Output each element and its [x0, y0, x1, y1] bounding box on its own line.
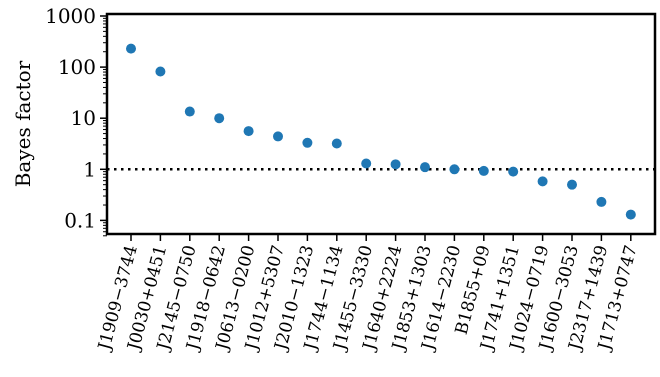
- y-tick-label: 1000: [45, 4, 96, 28]
- y-tick-label: 1: [83, 157, 96, 181]
- data-point: [390, 159, 401, 170]
- data-point: [331, 138, 342, 149]
- data-point: [361, 158, 372, 169]
- plot-frame: [105, 12, 657, 236]
- data-point: [420, 162, 430, 173]
- y-axis-title: Bayes factor: [11, 60, 35, 187]
- data-point: [625, 209, 636, 220]
- y-tick-label: 100: [58, 55, 96, 79]
- y-axis-ticks: 0.1 1 10 100 1000: [45, 4, 107, 237]
- data-point: [537, 176, 548, 187]
- data-points: [126, 43, 636, 220]
- data-point: [567, 179, 577, 190]
- y-tick-label: 0.1: [64, 208, 96, 232]
- data-point: [184, 106, 195, 117]
- data-point: [273, 131, 283, 142]
- data-point: [243, 126, 254, 137]
- data-point: [508, 166, 519, 177]
- data-point: [478, 165, 489, 176]
- data-point: [214, 113, 225, 124]
- x-axis-ticks: J1909−3744J0030+0451J2145−0750J1918−0642…: [94, 234, 642, 354]
- data-point: [126, 43, 136, 54]
- data-point: [155, 66, 166, 77]
- data-point: [449, 164, 460, 175]
- data-point: [596, 196, 607, 207]
- y-tick-label: 10: [71, 106, 96, 130]
- data-point: [302, 137, 313, 148]
